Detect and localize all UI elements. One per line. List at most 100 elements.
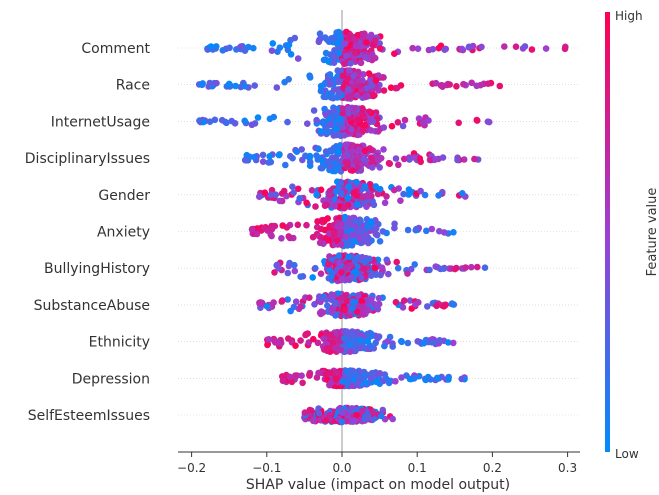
x-tick-label: 0.2 (483, 461, 502, 475)
shap-point (322, 371, 330, 378)
shap-point (432, 156, 439, 163)
shap-point (426, 266, 433, 274)
shap-point (468, 79, 476, 87)
shap-point (344, 380, 352, 387)
shap-point (439, 83, 446, 90)
shap-point (341, 306, 348, 314)
shap-point (353, 411, 360, 419)
shap-point (294, 185, 302, 193)
shap-point (346, 348, 354, 356)
shap-point (339, 110, 347, 117)
shap-point (385, 159, 393, 167)
shap-point (254, 114, 262, 121)
shap-point (394, 264, 402, 272)
dot-layer (195, 28, 569, 426)
shap-point (317, 310, 325, 318)
shap-point (274, 48, 281, 55)
shap-point (316, 36, 323, 44)
shap-point (267, 191, 275, 198)
shap-point (392, 155, 400, 162)
shap-point (357, 77, 364, 84)
shap-point (278, 235, 285, 242)
shap-point (298, 372, 305, 380)
shap-point (397, 197, 404, 204)
shap-point (331, 202, 339, 210)
shap-point (314, 339, 322, 347)
shap-point (411, 374, 419, 382)
colorbar-low-label: Low (615, 447, 639, 461)
shap-point (304, 120, 311, 127)
shap-point (414, 45, 422, 52)
x-axis-ticks: −0.2 −0.1 0.0 0.1 0.2 0.3 (177, 452, 577, 475)
shap-point (367, 343, 375, 351)
shap-point (358, 298, 366, 305)
shap-point (446, 81, 454, 88)
shap-point (268, 47, 276, 54)
shap-point (404, 339, 412, 347)
shap-point (276, 197, 284, 205)
shap-point (341, 204, 348, 212)
shap-point (367, 272, 375, 280)
shap-point (338, 276, 346, 283)
shap-point (330, 59, 338, 66)
shap-point (335, 252, 343, 260)
feature-label: BullyingHistory (44, 261, 150, 277)
shap-point (435, 192, 442, 199)
shap-point (318, 119, 326, 126)
shap-point (415, 299, 422, 306)
shap-point (484, 80, 492, 87)
shap-point (317, 128, 325, 135)
shap-point (248, 226, 256, 233)
shap-point (362, 93, 369, 101)
shap-point (327, 147, 334, 154)
shap-point (383, 193, 390, 200)
shap-point (474, 263, 481, 271)
shap-point (352, 37, 359, 44)
shap-point (455, 119, 463, 127)
shap-point (481, 264, 489, 272)
shap-point (318, 217, 326, 224)
shap-point (367, 31, 375, 39)
shap-point (356, 368, 363, 376)
shap-point (462, 264, 469, 271)
shap-point (293, 148, 301, 155)
shap-point (325, 261, 332, 268)
shap-point (429, 45, 437, 53)
shap-point (312, 264, 319, 272)
shap-point (369, 51, 376, 58)
shap-point (335, 77, 343, 84)
shap-point (345, 106, 353, 113)
shap-point (345, 93, 353, 100)
shap-point (350, 189, 358, 197)
feature-label: Race (116, 78, 150, 94)
shap-point (306, 406, 314, 414)
shap-point (335, 143, 343, 151)
shap-point (344, 194, 352, 202)
shap-point (341, 60, 348, 68)
x-tick-label: −0.1 (252, 461, 281, 475)
shap-point (323, 346, 331, 354)
shap-point (416, 155, 424, 162)
shap-point (343, 297, 351, 305)
shap-point (323, 296, 330, 303)
shap-point (275, 151, 283, 159)
shap-point (342, 141, 350, 148)
shap-point (521, 43, 529, 50)
shap-point (428, 225, 436, 233)
shap-point (320, 93, 328, 101)
shap-point (454, 156, 461, 164)
shap-point (453, 264, 460, 272)
shap-point (350, 237, 358, 244)
shap-point (266, 115, 274, 123)
shap-point (271, 269, 278, 276)
shap-point (374, 154, 381, 162)
feature-label: Ethnicity (89, 335, 150, 351)
shap-point (415, 115, 423, 122)
shap-point (363, 84, 371, 92)
shap-point (363, 203, 370, 210)
shap-point (478, 43, 485, 51)
shap-point (337, 346, 344, 354)
shap-point (378, 412, 385, 420)
shap-point (363, 39, 370, 46)
shap-point (345, 86, 352, 93)
